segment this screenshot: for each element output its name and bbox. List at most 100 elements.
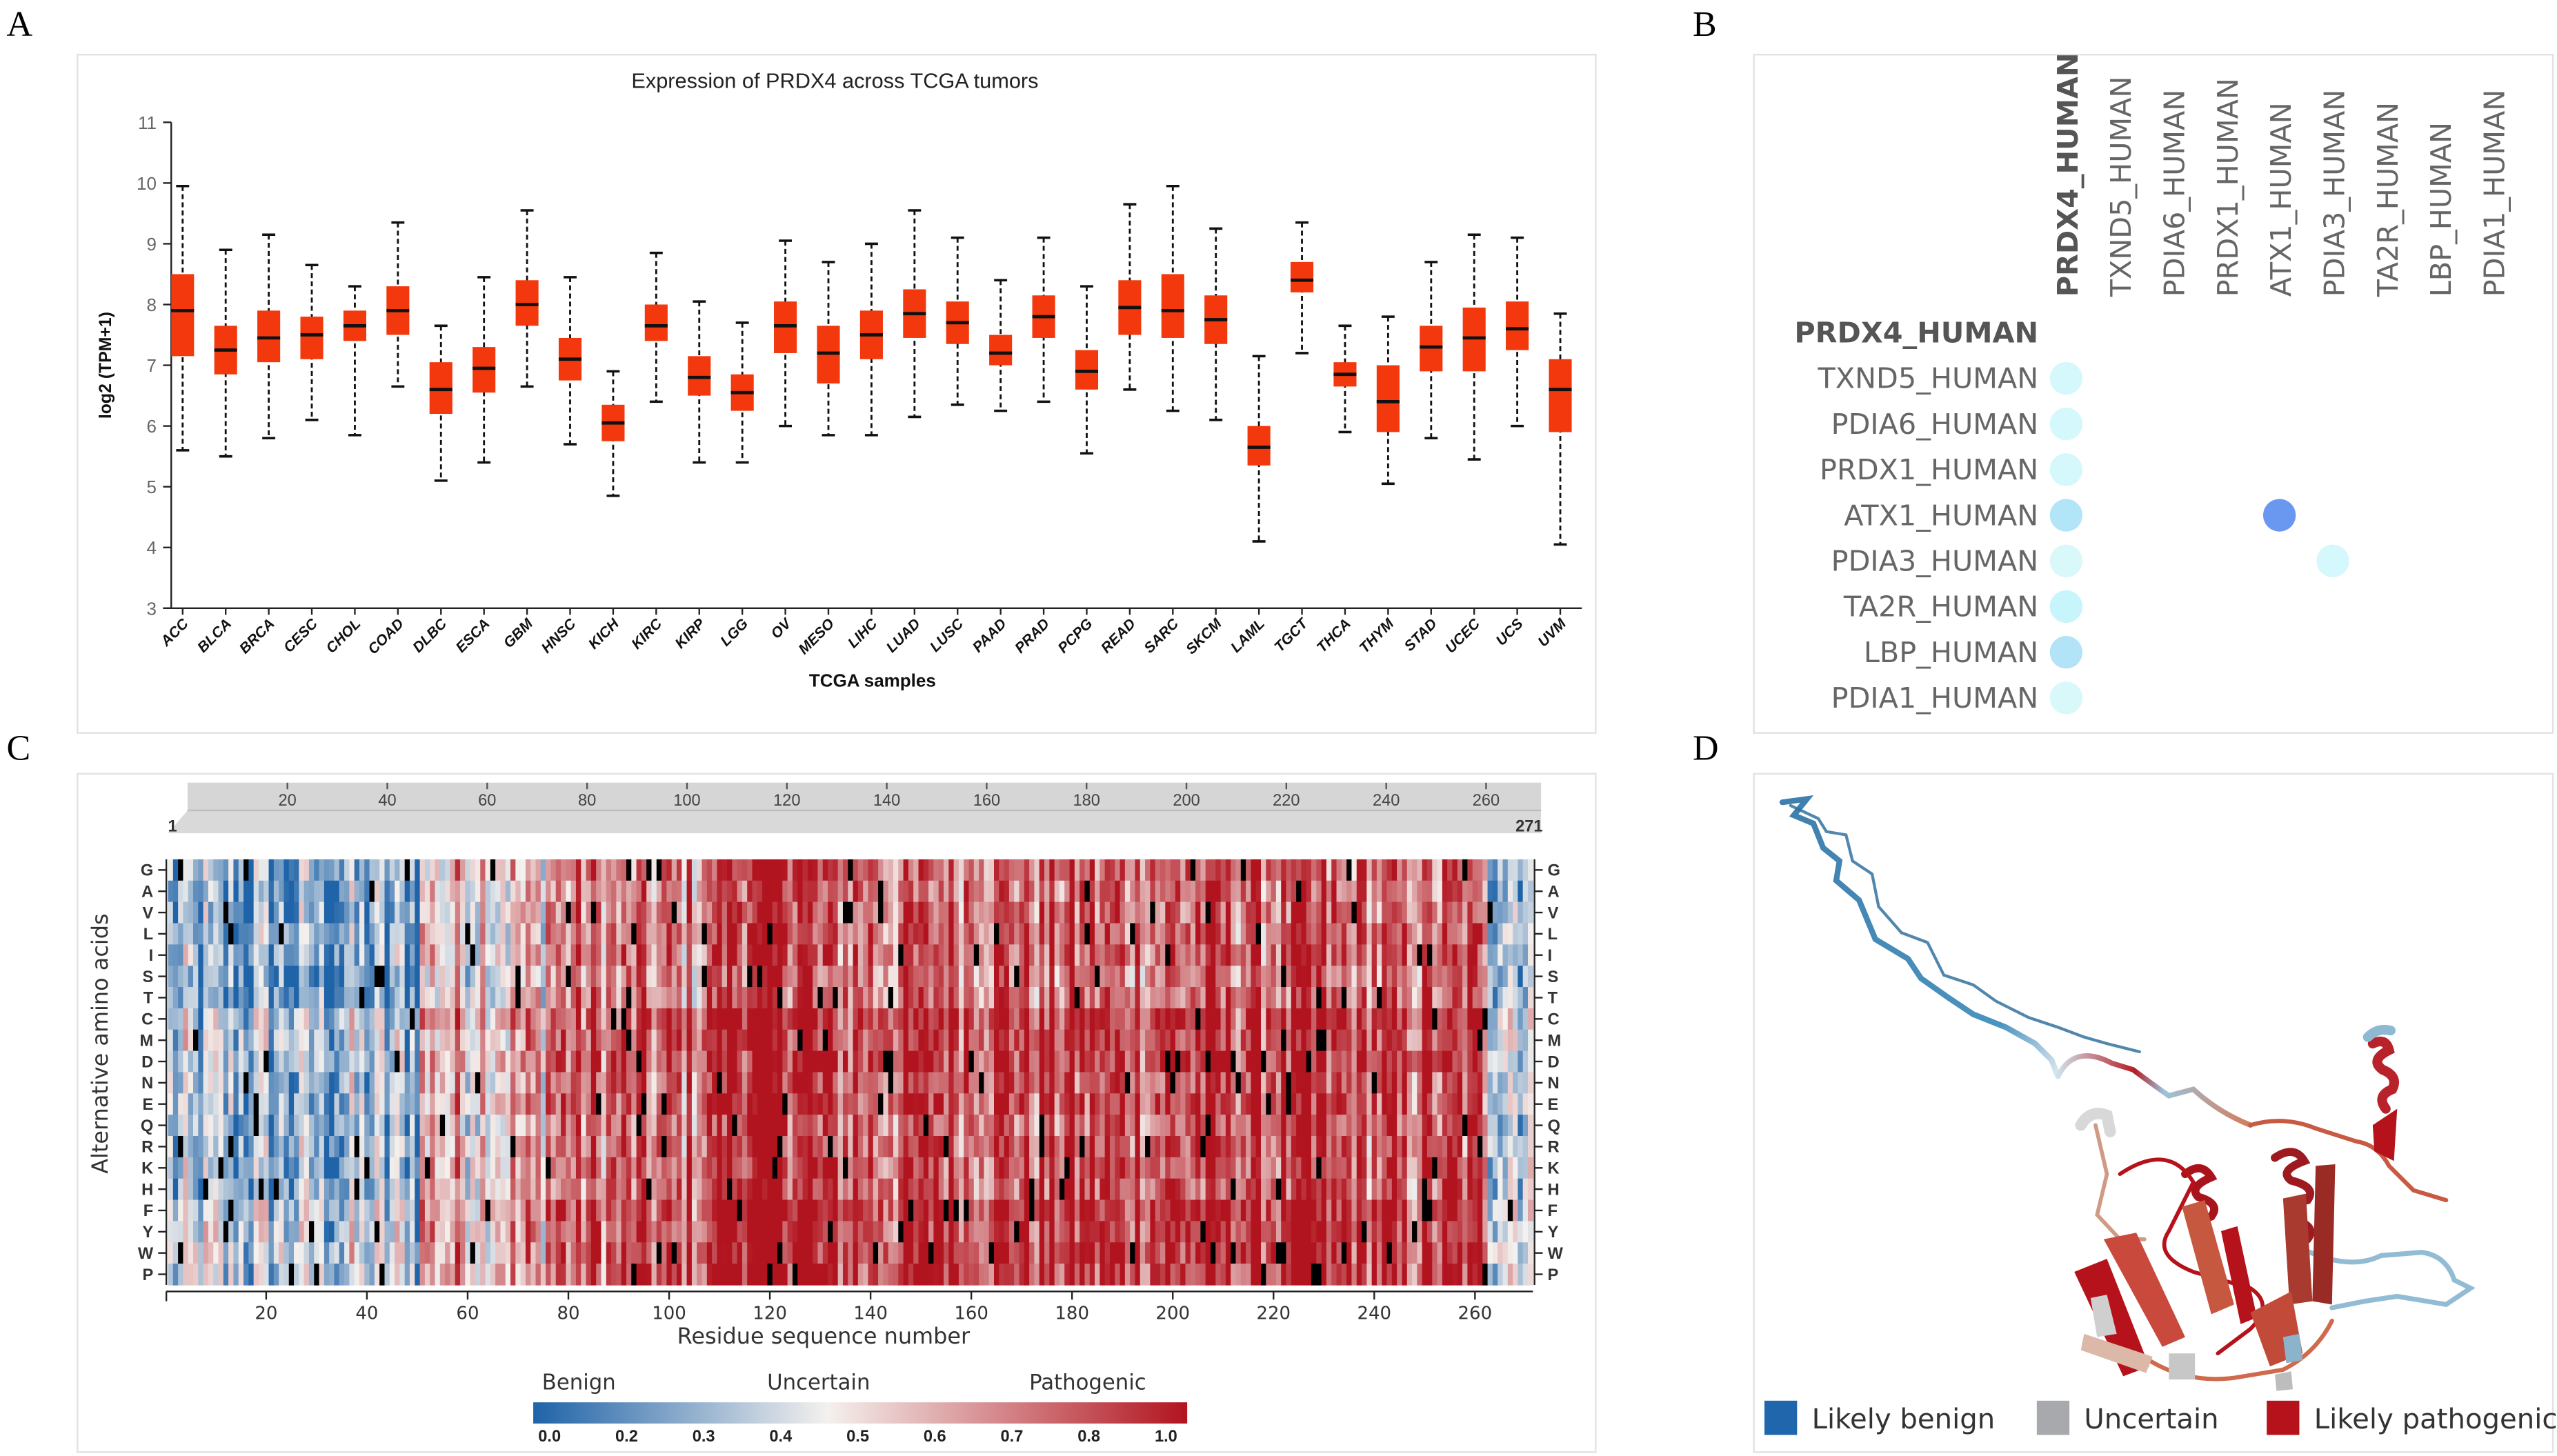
heatmap-cell [258,923,264,946]
heatmap-cell [656,987,662,1009]
heatmap-cell [369,1199,375,1222]
heatmap-cell [1074,1115,1080,1137]
heatmap-cell [1240,1072,1246,1094]
heatmap-cell [455,1135,461,1158]
heatmap-cell [888,1029,894,1052]
heatmap-cell [308,1264,315,1286]
heatmap-cell [681,1178,688,1201]
heatmap-cell [1100,923,1106,946]
heatmap-cell [747,944,753,966]
heatmap-cell [1220,1093,1226,1115]
heatmap-cell [329,1242,335,1264]
heatmap-cell [389,1072,395,1094]
heatmap-cell [505,987,511,1009]
heatmap-cell [314,1029,320,1052]
heatmap-cell [888,1135,894,1158]
heatmap-cell [389,944,395,966]
heatmap-cell [868,1157,874,1179]
heatmap-cell [1271,966,1277,988]
heatmap-cell [999,880,1005,903]
heatmap-cell [1246,1072,1252,1094]
heatmap-cell [590,1264,597,1286]
heatmap-cell [953,966,959,988]
brush-tick-label: 20 [279,792,297,810]
heatmap-cell [550,966,557,988]
heatmap-cell [878,1008,884,1030]
heatmap-cell [752,987,758,1009]
heatmap-cell [702,1242,708,1264]
heatmap-cell [268,987,275,1009]
heatmap-cell [540,1157,546,1179]
heatmap-cell [837,1221,844,1243]
heatmap-cell [465,1199,471,1222]
heatmap-cell [611,1093,617,1115]
heatmap-cell [1049,966,1055,988]
heatmap-cell [1019,1093,1025,1115]
heatmap-cell [1266,1178,1272,1201]
heatmap-cell [1326,1093,1332,1115]
heatmap-cell [279,1072,285,1094]
y-tick-label: 8 [146,295,156,315]
heatmap-cell [279,987,285,1009]
heatmap-cell [409,1157,416,1179]
heatmap-cell [656,880,662,903]
heatmap-cell [1044,923,1051,946]
heatmap-cell [364,1199,370,1222]
heatmap-cell [258,1072,264,1094]
heatmap-cell [979,1008,985,1030]
heatmap-cell [979,944,985,966]
heatmap-cell [782,1199,788,1222]
brush-top-track[interactable] [187,782,1542,810]
heatmap-cell [848,1135,854,1158]
heatmap-cell [273,966,279,988]
heatmap-cell [717,1072,723,1094]
heatmap-cell [500,880,506,903]
heatmap-cell [666,901,673,924]
heatmap-cell [550,859,557,881]
heatmap-cell [218,966,224,988]
heatmap-cell [999,1115,1005,1137]
heatmap-cell [661,1029,668,1052]
heatmap-cell [505,1093,511,1115]
sequence-brush[interactable]: 1 271 20 40 60 80 100 120 140 160 180 200 220 240 26… [168,782,1543,836]
heatmap-cell [611,1242,617,1264]
heatmap-cell [1115,901,1121,924]
heatmap-cell [616,987,622,1009]
heatmap-cell [822,1157,828,1179]
heatmap-cell [636,1093,642,1115]
heatmap-cell [1074,944,1080,966]
heatmap-cell [369,987,375,1009]
heatmap-cell [238,987,244,1009]
heatmap-cell [581,1199,587,1222]
heatmap-cell [374,1050,380,1073]
heatmap-cell [561,1115,567,1137]
heatmap-cell [409,1093,416,1115]
heatmap-cell [550,1242,557,1264]
heatmap-cell [369,1135,375,1158]
heatmap-cell [1155,1242,1161,1264]
heatmap-cell [500,1242,506,1264]
heatmap-cell [979,1242,985,1264]
heatmap-cell [590,880,597,903]
heatmap-cell [1170,1093,1176,1115]
heatmap-cell [722,1178,728,1201]
heatmap-cell [228,880,235,903]
heatmap-cell [686,1115,693,1137]
heatmap-cell [586,1008,592,1030]
heatmap-cell [1251,859,1257,881]
heatmap-cell [233,1115,239,1137]
heatmap-cell [1195,966,1202,988]
heatmap-cell [1215,1029,1222,1052]
heatmap-cell [923,1199,929,1222]
y-tick-label: 11 [138,112,157,133]
heatmap-cell [183,987,189,1009]
heatmap-cell [308,1135,315,1158]
heatmap-cell [722,1199,728,1222]
heatmap-cell [304,1050,310,1073]
heatmap-cell [500,1157,506,1179]
heatmap-cell [1084,1178,1091,1201]
heatmap-cell [1281,859,1287,881]
heatmap-cell [933,1157,939,1179]
heatmap-cell [1231,1199,1237,1222]
brush-bottom-track[interactable] [168,810,1542,834]
